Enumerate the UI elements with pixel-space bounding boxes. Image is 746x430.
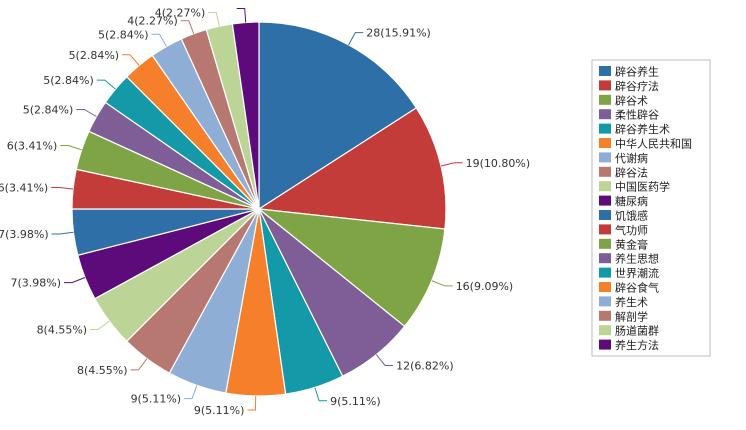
slice-data-label: 5(2.84%) [98, 28, 149, 41]
pie-slices [71, 21, 447, 397]
legend-swatch [599, 282, 611, 292]
legend-label: 代谢病 [615, 151, 648, 165]
legend-label: 养生思想 [615, 252, 659, 266]
leader-line [51, 187, 74, 190]
leader-line [90, 320, 110, 330]
slice-data-label: 28(15.91%) [366, 27, 431, 40]
slice-data-label: 5(2.84%) [43, 74, 94, 87]
legend-label: 辟谷法 [615, 165, 648, 179]
legend-swatch [599, 152, 611, 163]
legend-label: 解剖学 [615, 309, 648, 323]
leader-line [431, 280, 453, 287]
leader-line [60, 145, 82, 151]
leader-line [76, 109, 97, 117]
leader-line [151, 33, 167, 47]
legend-label: 柔性辟谷 [615, 108, 659, 122]
legend-swatch [599, 296, 611, 307]
legend-swatch [599, 66, 611, 76]
legend-swatch [599, 195, 611, 206]
legend-label: 黄金膏 [615, 237, 648, 251]
slice-data-label: 12(6.82%) [396, 360, 454, 373]
legend-label: 肠道菌群 [615, 324, 659, 338]
legend-label: 中华人民共和国 [615, 137, 692, 151]
slice-data-label: 7(3.98%) [0, 228, 49, 241]
slice-data-label: 4(2.27%) [155, 7, 206, 20]
leader-line [130, 358, 148, 371]
leader-line [180, 20, 195, 34]
legend-label: 辟谷疗法 [615, 79, 659, 93]
legend-label: 辟谷术 [615, 93, 648, 107]
slice-data-label: 9(5.11%) [194, 404, 245, 417]
pie-slice [257, 107, 447, 230]
leader-line [96, 79, 116, 90]
legend-label: 养生术 [615, 295, 648, 309]
pie-data-labels: 28(15.91%) 19(10.80%) 16(9.09%) 12(6.82%) 9(… [0, 7, 530, 417]
legend-swatch [599, 210, 611, 220]
legend-label: 辟谷养生 [615, 65, 659, 79]
legend-swatch [599, 267, 611, 278]
leader-line [314, 387, 328, 402]
legend-swatch [599, 166, 611, 177]
legend-border [591, 59, 711, 357]
legend-label: 糖尿病 [615, 194, 648, 208]
legend-swatch [599, 224, 611, 235]
leader-line [122, 54, 140, 66]
slice-data-label: 8(4.55%) [37, 324, 88, 337]
leader-line [348, 32, 364, 46]
legend-swatch [599, 310, 611, 321]
leader-line [51, 231, 74, 235]
slice-data-label: 7(3.98%) [10, 277, 61, 290]
legend-label: 中国医药学 [615, 180, 670, 194]
legend-swatch [599, 181, 611, 192]
slice-data-label: 4(2.27%) [127, 15, 178, 28]
slice-data-label: 8(4.55%) [77, 364, 128, 377]
leader-line [208, 12, 220, 27]
leader-line [375, 354, 394, 366]
leader-line [440, 162, 463, 167]
legend-label: 气功师 [615, 223, 648, 237]
legend-label: 饥饿感 [615, 209, 648, 223]
legend-swatch [599, 138, 611, 148]
legend-label: 世界潮流 [615, 266, 659, 280]
leader-line [236, 8, 247, 23]
legend-swatch [599, 325, 611, 336]
legend-swatch [599, 80, 611, 91]
legend: 辟谷养生辟谷疗法辟谷术柔性辟谷辟谷养生术中华人民共和国代谢病辟谷法中国医药学糖尿… [591, 59, 711, 357]
legend-label: 辟谷养生术 [615, 122, 670, 136]
slice-data-label: 9(5.11%) [330, 395, 381, 408]
slice-data-label: 19(10.80%) [466, 157, 531, 170]
slice-data-label: 16(9.09%) [456, 280, 514, 293]
legend-swatch [599, 123, 611, 134]
legend-swatch [599, 339, 611, 350]
leader-line [184, 385, 198, 400]
pie-slice [258, 21, 418, 211]
slice-data-label: 6(3.41%) [0, 182, 48, 195]
slice-data-label: 9(5.11%) [131, 393, 182, 406]
slice-data-label: 6(3.41%) [7, 140, 58, 153]
slice-data-label: 5(2.84%) [69, 49, 120, 62]
legend-label: 辟谷食气 [615, 281, 659, 295]
legend-swatch [599, 238, 611, 249]
pie-slice [257, 208, 446, 328]
leader-line [247, 395, 257, 411]
legend-swatch [599, 94, 611, 105]
slice-data-label: 5(2.84%) [23, 104, 74, 117]
legend-label: 养生方法 [615, 338, 659, 352]
legend-swatch [599, 109, 611, 120]
leader-line [64, 277, 86, 284]
legend-swatch [599, 253, 611, 264]
